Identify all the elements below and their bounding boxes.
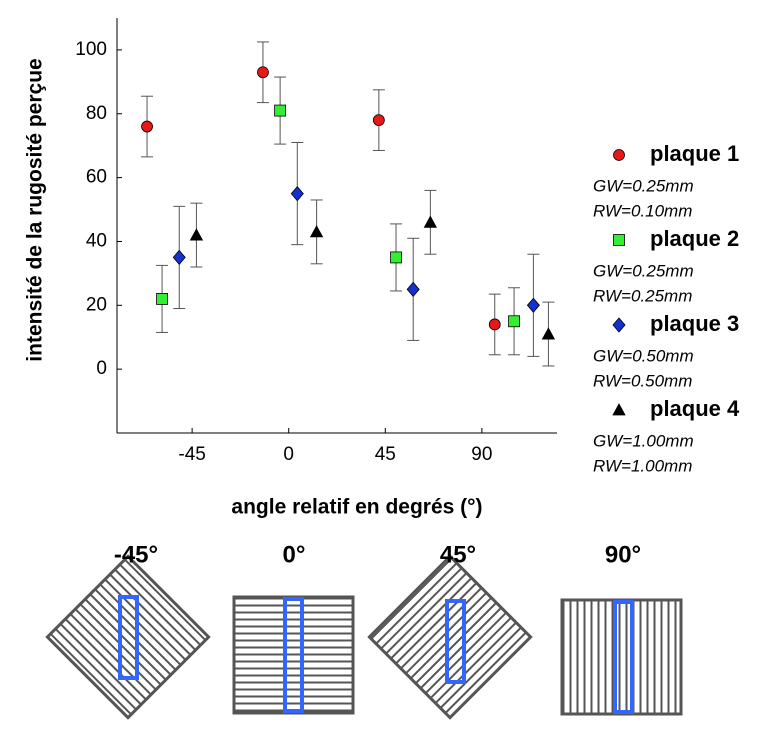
- legend-note: RW=0.25mm: [593, 286, 692, 305]
- legend-label: plaque 4: [650, 396, 740, 421]
- legend-label: plaque 2: [650, 226, 739, 251]
- marker: [488, 318, 501, 331]
- x-tick-label: -45: [178, 444, 205, 465]
- diagram-label: -45°: [114, 541, 158, 568]
- diagram-90: [560, 598, 683, 716]
- x-axis-label: angle relatif en degrés (°): [231, 496, 482, 519]
- marker: [189, 228, 204, 241]
- marker: [141, 120, 153, 133]
- diagram-label: 90°: [605, 541, 641, 568]
- diagram-0: [232, 595, 355, 715]
- x-tick-label: 90: [471, 444, 492, 465]
- marker: [274, 104, 287, 117]
- marker: [372, 114, 385, 127]
- marker: [257, 66, 269, 79]
- legend-note: GW=0.25mm: [593, 261, 694, 280]
- y-tick-label: 80: [86, 103, 107, 124]
- marker: [613, 149, 625, 161]
- marker: [406, 281, 420, 297]
- marker: [290, 185, 304, 202]
- y-tick-label: 60: [86, 167, 107, 188]
- y-tick-label: 0: [96, 358, 107, 379]
- marker: [612, 403, 626, 416]
- x-tick-label: 45: [375, 444, 396, 465]
- legend-label: plaque 1: [650, 141, 739, 166]
- diagram-label: 0°: [283, 541, 306, 568]
- legend-note: RW=0.50mm: [593, 371, 692, 390]
- x-tick-label: 0: [283, 444, 294, 465]
- legend-note: RW=0.10mm: [593, 201, 692, 220]
- legend-note: GW=1.00mm: [593, 431, 694, 450]
- legend-note: GW=0.25mm: [593, 176, 694, 195]
- diagram-minus45: [45, 554, 211, 720]
- diagram-45: [367, 554, 533, 720]
- legend-note: RW=1.00mm: [593, 456, 692, 475]
- diagram-label: 45°: [440, 541, 476, 568]
- marker: [541, 327, 556, 340]
- legend-label: plaque 3: [650, 311, 739, 336]
- y-axis-label: intensité de la rugosité perçue: [24, 58, 47, 361]
- y-tick-label: 20: [86, 294, 107, 315]
- marker: [423, 215, 438, 228]
- marker: [390, 251, 402, 264]
- marker: [613, 234, 625, 246]
- marker: [508, 315, 520, 328]
- marker: [172, 249, 186, 266]
- marker: [526, 297, 540, 313]
- marker: [156, 293, 168, 305]
- marker: [612, 317, 626, 333]
- legend-note: GW=0.50mm: [593, 346, 694, 365]
- y-tick-label: 40: [86, 230, 107, 251]
- y-tick-label: 100: [75, 39, 107, 60]
- marker: [309, 225, 324, 238]
